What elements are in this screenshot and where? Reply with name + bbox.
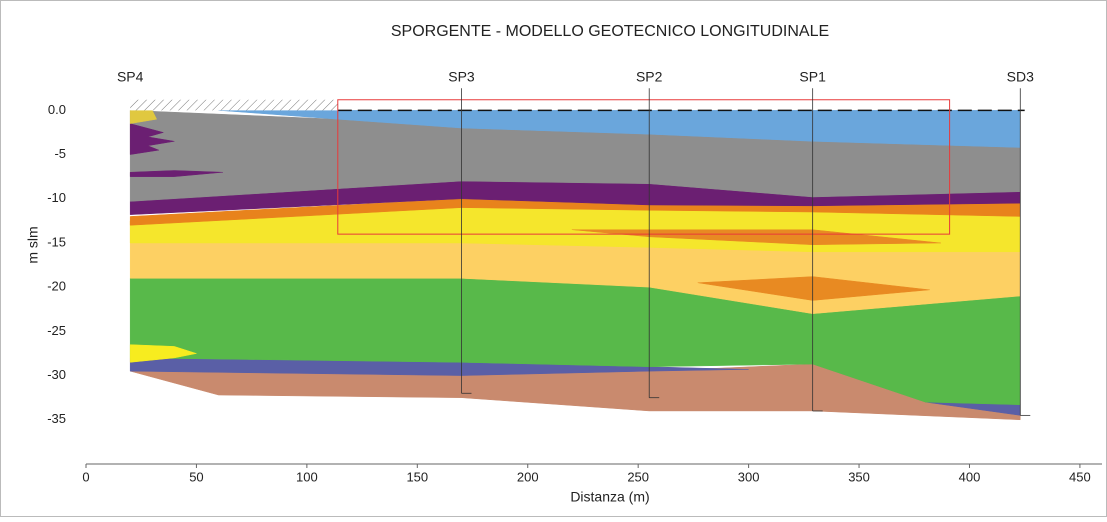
x-tick-label: 250 bbox=[627, 469, 649, 484]
y-tick-label: -20 bbox=[47, 279, 66, 294]
x-tick-label: 200 bbox=[517, 469, 539, 484]
x-axis-title: Distanza (m) bbox=[570, 489, 649, 505]
borehole-label: SP2 bbox=[636, 69, 663, 85]
borehole-label: SP3 bbox=[448, 69, 475, 85]
x-tick-label: 0 bbox=[82, 469, 89, 484]
chart: SPORGENTE - MODELLO GEOTECNICO LONGITUDI… bbox=[0, 0, 1107, 517]
borehole-label: SP4 bbox=[117, 69, 144, 85]
y-tick-label: -10 bbox=[47, 190, 66, 205]
x-tick-label: 50 bbox=[189, 469, 203, 484]
borehole-label: SD3 bbox=[1007, 69, 1034, 85]
y-axis-title: m slm bbox=[25, 226, 41, 263]
x-tick-label: 100 bbox=[296, 469, 318, 484]
x-tick-label: 150 bbox=[406, 469, 428, 484]
y-tick-label: -30 bbox=[47, 367, 66, 382]
y-tick-label: -5 bbox=[54, 146, 66, 161]
y-tick-label: -25 bbox=[47, 323, 66, 338]
x-tick-label: 350 bbox=[848, 469, 870, 484]
x-tick-label: 450 bbox=[1069, 469, 1091, 484]
y-tick-label: -15 bbox=[47, 234, 66, 249]
y-tick-label: -35 bbox=[47, 411, 66, 426]
borehole-label: SP1 bbox=[799, 69, 826, 85]
x-tick-label: 300 bbox=[738, 469, 760, 484]
soil-layer bbox=[130, 100, 338, 111]
chart-title: SPORGENTE - MODELLO GEOTECNICO LONGITUDI… bbox=[391, 23, 829, 40]
y-tick-label: 0.0 bbox=[48, 102, 66, 117]
x-tick-label: 400 bbox=[959, 469, 981, 484]
